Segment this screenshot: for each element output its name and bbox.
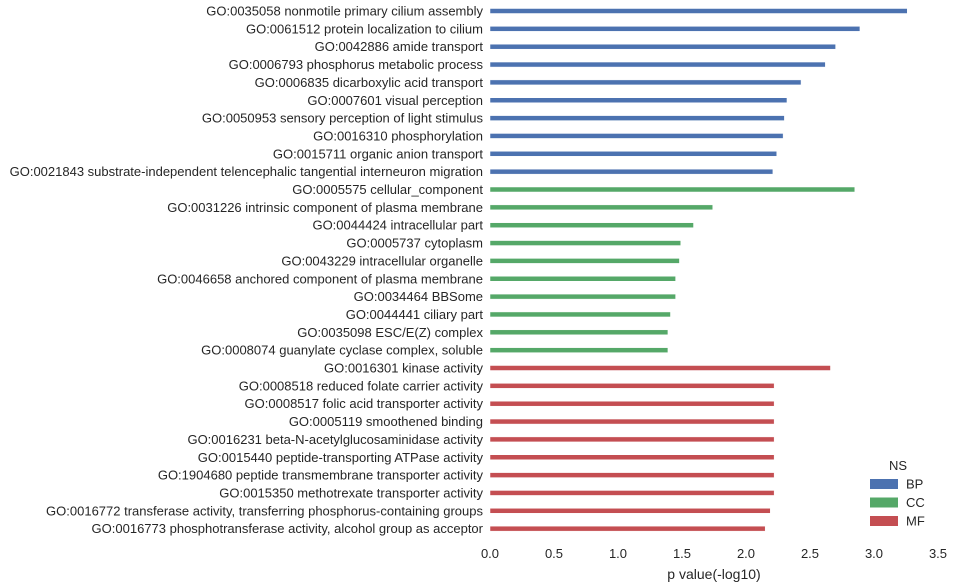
category-label: GO:0016773 phosphotransferase activity, … xyxy=(92,521,484,536)
bar-bp xyxy=(489,26,861,32)
category-label: GO:0016301 kinase activity xyxy=(324,361,483,376)
x-tick-label: 0.5 xyxy=(545,546,563,561)
category-label: GO:0044441 ciliary part xyxy=(346,307,484,322)
category-label: GO:0016310 phosphorylation xyxy=(313,128,483,143)
bar-bp xyxy=(489,97,788,103)
category-label: GO:0007601 visual perception xyxy=(307,93,483,108)
bar-mf xyxy=(489,365,831,371)
category-label: GO:0035058 nonmotile primary cilium asse… xyxy=(206,4,483,19)
category-label: GO:0005575 cellular_component xyxy=(292,182,483,197)
bar-cc xyxy=(489,293,676,300)
bar-cc xyxy=(489,311,671,318)
category-label: GO:0008517 folic acid transporter activi… xyxy=(245,396,484,411)
legend-label: MF xyxy=(906,514,925,529)
x-axis-title: p value(-log10) xyxy=(667,566,760,582)
category-label: GO:0031226 intrinsic component of plasma… xyxy=(167,200,483,215)
category-label: GO:0044424 intracellular part xyxy=(312,218,483,233)
bar-bp xyxy=(489,151,777,157)
category-label: GO:0005737 cytoplasm xyxy=(346,236,483,251)
category-label: GO:0034464 BBSome xyxy=(354,289,483,304)
legend: NS BP CC MF xyxy=(870,458,925,529)
category-label: GO:0005119 smoothened binding xyxy=(289,414,483,429)
bar-bp xyxy=(489,61,826,68)
bar-mf xyxy=(489,400,775,407)
bar-bp xyxy=(489,168,774,175)
bar-cc xyxy=(489,276,676,282)
bar-cc xyxy=(489,258,680,264)
bar-mf xyxy=(489,454,775,460)
category-label: GO:0008518 reduced folate carrier activi… xyxy=(239,378,484,393)
category-label: GO:0043229 intracellular organelle xyxy=(281,253,483,268)
x-tick-label: 1.0 xyxy=(609,546,627,561)
bar-bp xyxy=(489,8,908,14)
category-label: GO:0042886 amide transport xyxy=(315,39,484,54)
category-label: GO:0015711 organic anion transport xyxy=(273,146,483,161)
legend-swatch-mf xyxy=(870,516,898,526)
category-label: GO:0015350 methotrexate transporter acti… xyxy=(219,485,483,500)
bar-bp xyxy=(489,115,785,121)
category-label: GO:1904680 peptide transmembrane transpo… xyxy=(158,468,484,483)
category-label: GO:0015440 peptide-transporting ATPase a… xyxy=(198,450,484,465)
bar-cc xyxy=(489,347,669,353)
x-tick-label: 1.5 xyxy=(673,546,691,561)
bar-mf xyxy=(489,525,766,532)
x-tick-label: 0.0 xyxy=(481,546,499,561)
x-tick-label: 3.5 xyxy=(929,546,947,561)
category-label: GO:0046658 anchored component of plasma … xyxy=(157,271,483,286)
category-labels: GO:0035058 nonmotile primary cilium asse… xyxy=(10,4,484,537)
category-label: GO:0035098 ESC/E(Z) complex xyxy=(297,325,483,340)
x-axis: 0.0 0.5 1.0 1.5 2.0 2.5 3.0 3.5 xyxy=(481,546,947,561)
category-label: GO:0016231 beta-N-acetylglucosaminidase … xyxy=(187,432,483,447)
bar-mf xyxy=(489,418,775,425)
bar-cc xyxy=(489,240,681,246)
legend-label: CC xyxy=(906,495,925,510)
bar-mf xyxy=(489,436,775,443)
category-label: GO:0008074 guanylate cyclase complex, so… xyxy=(201,343,483,358)
bar-bp xyxy=(489,43,836,50)
legend-title: NS xyxy=(889,458,907,473)
bars xyxy=(489,8,908,532)
legend-label: BP xyxy=(906,477,923,492)
bar-mf xyxy=(489,508,771,514)
category-label: GO:0021843 substrate-independent telence… xyxy=(10,164,483,179)
category-label: GO:0016772 transferase activity, transfe… xyxy=(46,503,483,518)
bar-cc xyxy=(489,186,856,193)
x-tick-label: 3.0 xyxy=(865,546,883,561)
x-tick-label: 2.5 xyxy=(801,546,819,561)
category-label: GO:0006793 phosphorus metabolic process xyxy=(229,57,484,72)
bar-cc xyxy=(489,329,669,336)
category-label: GO:0006835 dicarboxylic acid transport xyxy=(255,75,484,90)
bar-mf xyxy=(489,490,775,496)
bar-cc xyxy=(489,222,694,228)
bar-mf xyxy=(489,472,775,478)
x-tick-label: 2.0 xyxy=(737,546,755,561)
category-label: GO:0050953 sensory perception of light s… xyxy=(202,111,484,126)
legend-swatch-cc xyxy=(870,497,898,508)
bar-cc xyxy=(489,204,713,211)
category-label: GO:0061512 protein localization to ciliu… xyxy=(246,21,483,36)
legend-swatch-bp xyxy=(870,479,898,489)
bar-bp xyxy=(489,133,784,139)
bar-bp xyxy=(489,79,802,86)
bar-mf xyxy=(489,383,775,389)
